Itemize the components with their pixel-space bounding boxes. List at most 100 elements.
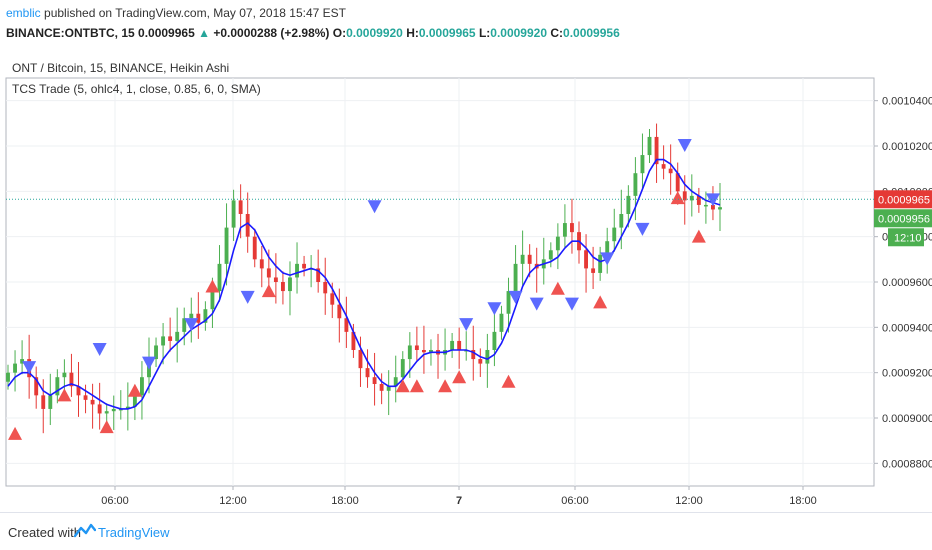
candle bbox=[668, 144, 673, 195]
tradingview-brand[interactable]: TradingView bbox=[98, 525, 170, 540]
low-value: 0.0009920 bbox=[490, 26, 547, 40]
candle bbox=[562, 204, 567, 248]
candle-body bbox=[429, 350, 433, 353]
candle-body bbox=[196, 313, 201, 323]
candle-body bbox=[132, 395, 137, 407]
candle bbox=[591, 246, 596, 290]
candle-body bbox=[562, 223, 567, 237]
buy-signal-triangle bbox=[127, 383, 142, 397]
candle bbox=[252, 228, 257, 268]
candle bbox=[393, 355, 398, 403]
candle-body bbox=[696, 195, 701, 205]
candle bbox=[520, 230, 525, 286]
publish-line: emblic published on TradingView.com, May… bbox=[6, 6, 346, 20]
y-axis[interactable]: 0.00104000.00102000.00100000.00098000.00… bbox=[874, 96, 932, 471]
candle-body bbox=[499, 313, 504, 332]
price-chart[interactable]: 0.00104000.00102000.00100000.00098000.00… bbox=[0, 50, 932, 512]
candle-body bbox=[584, 250, 588, 269]
candle bbox=[41, 379, 46, 434]
candle bbox=[450, 333, 455, 358]
candle-body bbox=[175, 331, 180, 341]
candle bbox=[598, 246, 603, 281]
last-price-label: 0.0009965 bbox=[878, 194, 930, 206]
candle-body bbox=[555, 236, 560, 251]
candle-body bbox=[598, 254, 603, 273]
ma-line bbox=[7, 158, 721, 410]
candle bbox=[555, 223, 560, 270]
candle-body bbox=[654, 136, 659, 165]
candle-body bbox=[69, 372, 74, 387]
x-axis[interactable]: 06:00 12:00 18:00 7 06:00 12:00 18:00 bbox=[101, 486, 817, 507]
candle-body bbox=[513, 263, 518, 292]
candle bbox=[69, 353, 74, 397]
ma-line-group bbox=[7, 158, 721, 410]
candle-body bbox=[90, 399, 95, 405]
buy-signal-triangle bbox=[501, 374, 516, 388]
candle-body bbox=[125, 406, 130, 409]
candle bbox=[372, 352, 377, 406]
candle-body bbox=[182, 318, 187, 332]
sell-signal-triangle bbox=[564, 297, 579, 311]
candle-body bbox=[548, 250, 553, 260]
buy-signal-triangle bbox=[57, 388, 72, 402]
chart-legend-main[interactable]: ONT / Bitcoin, 15, BINANCE, Heikin Ashi bbox=[12, 61, 230, 75]
candle-body bbox=[203, 309, 208, 323]
signal-markers bbox=[8, 139, 720, 440]
last-price-tag bbox=[874, 190, 932, 209]
candle-body bbox=[647, 136, 652, 156]
candle-body bbox=[288, 277, 292, 292]
candle-body bbox=[245, 214, 250, 237]
candle bbox=[295, 242, 299, 294]
candle-body bbox=[316, 268, 321, 282]
candle-body bbox=[217, 263, 222, 292]
candle bbox=[196, 292, 201, 339]
candle-body bbox=[104, 411, 109, 414]
open-label: O: bbox=[332, 26, 347, 40]
candle bbox=[55, 369, 60, 404]
candle bbox=[337, 288, 342, 343]
candle-body bbox=[365, 368, 370, 378]
y-tick-label: 0.0009600 bbox=[882, 277, 932, 289]
countdown-label: 12:10 bbox=[894, 232, 922, 244]
candle bbox=[612, 208, 617, 252]
candle bbox=[111, 395, 116, 431]
candle-body bbox=[154, 345, 158, 360]
price-change: +0.0000288 (+2.98%) bbox=[213, 26, 330, 40]
candle-body bbox=[83, 395, 88, 400]
candle-body bbox=[570, 223, 574, 233]
candle bbox=[626, 185, 631, 228]
candle-body bbox=[295, 263, 299, 278]
candle-body bbox=[421, 350, 426, 353]
candle-body bbox=[161, 336, 166, 346]
candle bbox=[13, 350, 17, 392]
sell-signal-triangle bbox=[705, 193, 720, 207]
author-link[interactable]: emblic bbox=[6, 6, 41, 20]
sell-signal-triangle bbox=[367, 200, 382, 214]
candle bbox=[97, 382, 102, 430]
sell-signal-triangle bbox=[141, 356, 156, 370]
sell-signal-triangle bbox=[459, 318, 474, 332]
candle-body bbox=[682, 191, 687, 201]
footer: Created with TradingView bbox=[0, 512, 932, 550]
candle-body bbox=[13, 363, 17, 373]
candle bbox=[661, 145, 666, 180]
candle bbox=[217, 245, 222, 302]
buy-signal-triangle bbox=[409, 379, 424, 393]
sell-signal-triangle bbox=[635, 222, 650, 236]
candle bbox=[231, 189, 236, 241]
publish-info: published on TradingView.com, May 07, 20… bbox=[40, 6, 346, 20]
candle-body bbox=[210, 291, 215, 310]
candle-body bbox=[407, 345, 412, 360]
candle-body bbox=[393, 377, 398, 387]
tradingview-logo-icon[interactable] bbox=[74, 522, 96, 540]
candle-body bbox=[34, 377, 39, 396]
candle-body bbox=[337, 304, 342, 319]
candle bbox=[605, 227, 610, 274]
sell-signal-triangle bbox=[22, 361, 37, 375]
y-tick-label: 0.0010400 bbox=[882, 96, 932, 108]
candle bbox=[351, 323, 356, 358]
candle bbox=[280, 271, 285, 305]
candle bbox=[203, 301, 208, 331]
candle-body bbox=[400, 359, 405, 378]
chart-legend-indicator[interactable]: TCS Trade (5, ohlc4, 1, close, 0.85, 6, … bbox=[12, 82, 261, 96]
